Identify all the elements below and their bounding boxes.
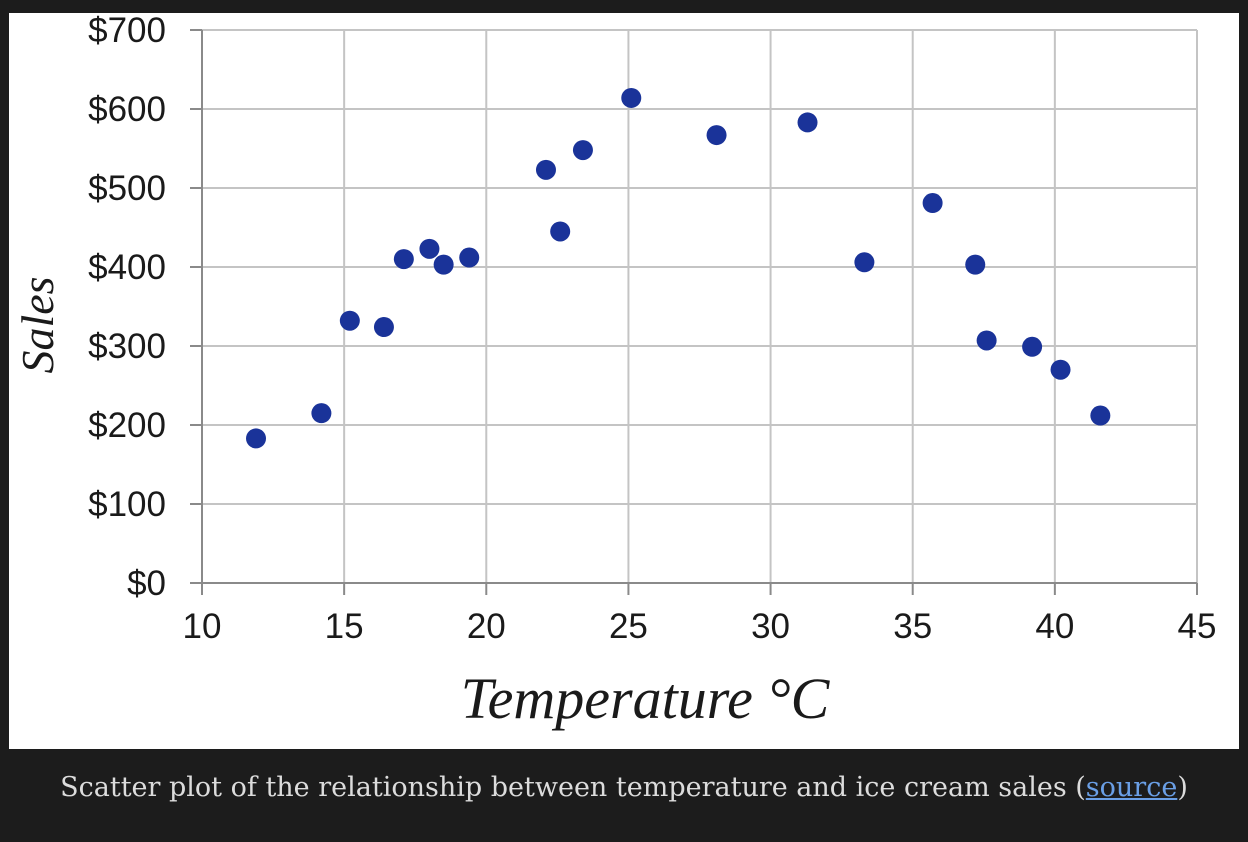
source-link[interactable]: source bbox=[1085, 772, 1178, 803]
caption-suffix: ) bbox=[1177, 772, 1188, 803]
y-tick-label: $500 bbox=[88, 169, 166, 208]
scatter-point bbox=[459, 247, 480, 268]
data-points bbox=[246, 87, 1111, 449]
scatter-point bbox=[922, 193, 943, 214]
figure-caption: Scatter plot of the relationship between… bbox=[0, 772, 1248, 803]
caption-text: Scatter plot of the relationship between… bbox=[60, 772, 1086, 803]
scatter-point bbox=[535, 159, 556, 180]
scatter-point bbox=[621, 87, 642, 108]
grid-lines bbox=[202, 29, 1198, 583]
scatter-point bbox=[1090, 405, 1111, 426]
scatter-point bbox=[433, 254, 454, 275]
x-tick-label: 20 bbox=[467, 607, 506, 646]
scatter-point bbox=[1022, 336, 1043, 357]
scatter-point bbox=[965, 254, 986, 275]
x-tick-label: 30 bbox=[751, 607, 790, 646]
scatter-chart: 10 15 20 25 30 35 40 45 $0 $100 $200 $300 $400 $500 $6… bbox=[12, 13, 1216, 731]
tick-labels: 10 15 20 25 30 35 40 45 $0 $100 $200 $300 $400 $500 $6… bbox=[88, 13, 1216, 646]
y-tick-label: $200 bbox=[88, 406, 166, 445]
scatter-point bbox=[311, 403, 332, 424]
scatter-point bbox=[339, 310, 360, 331]
scatter-point bbox=[797, 112, 818, 133]
x-tick-label: 15 bbox=[325, 607, 364, 646]
y-axis-label: Sales bbox=[12, 276, 63, 373]
x-tick-label: 10 bbox=[183, 607, 222, 646]
x-tick-label: 35 bbox=[893, 607, 932, 646]
scatter-point bbox=[976, 330, 997, 351]
scatter-point bbox=[550, 221, 571, 242]
scatter-point bbox=[854, 252, 875, 273]
y-tick-label: $300 bbox=[88, 327, 166, 366]
y-tick-label: $400 bbox=[88, 248, 166, 287]
x-tick-label: 25 bbox=[609, 607, 648, 646]
scatter-point bbox=[572, 140, 593, 161]
scatter-point bbox=[393, 249, 414, 270]
x-tick-label: 40 bbox=[1035, 607, 1074, 646]
axes bbox=[190, 29, 1198, 595]
y-tick-label: $0 bbox=[127, 564, 166, 603]
scatter-point bbox=[373, 317, 394, 338]
scatter-point bbox=[419, 238, 440, 259]
chart-figure: 10 15 20 25 30 35 40 45 $0 $100 $200 $300 $400 $500 $6… bbox=[9, 13, 1239, 749]
y-tick-label: $100 bbox=[88, 485, 166, 524]
scatter-point bbox=[706, 125, 727, 146]
scatter-point bbox=[246, 428, 267, 449]
y-tick-label: $600 bbox=[88, 90, 166, 129]
x-tick-label: 45 bbox=[1178, 607, 1217, 646]
scatter-point bbox=[1050, 359, 1071, 380]
x-axis-label: Temperature °C bbox=[461, 666, 831, 731]
y-tick-label: $700 bbox=[88, 13, 166, 50]
